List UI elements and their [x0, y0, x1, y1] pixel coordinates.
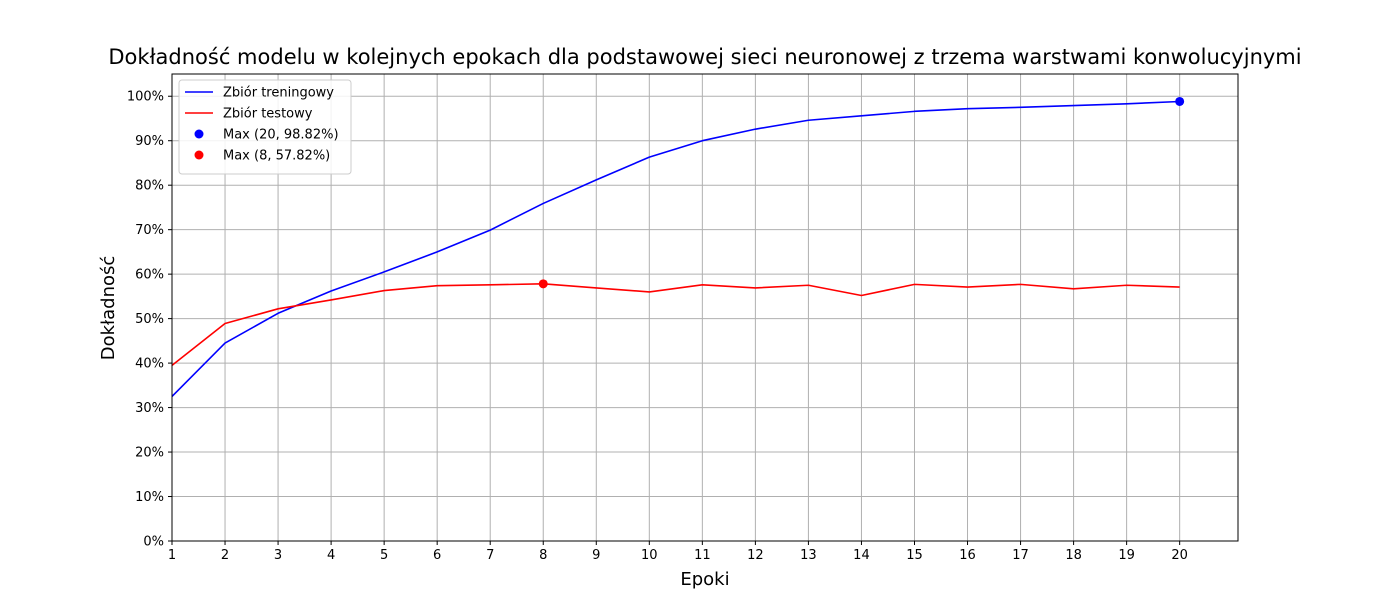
y-tick-label: 90% [135, 134, 164, 149]
x-tick-label: 18 [1065, 548, 1082, 563]
x-tick-label: 6 [433, 548, 441, 563]
series [171, 100, 1180, 398]
legend-swatch-dot [194, 150, 204, 160]
x-tick-label: 5 [380, 548, 388, 563]
x-tick-label: 10 [641, 548, 658, 563]
legend: Zbiór treningowy Zbiór testowy Max (20, 98… [178, 79, 352, 175]
y-tick-label: 30% [135, 401, 164, 416]
legend-label: Max (20, 98.82%) [223, 128, 339, 143]
y-tick-label: 20% [135, 446, 164, 461]
x-tick-label: 1 [168, 548, 176, 563]
x-tick-label: 12 [747, 548, 764, 563]
max-markers [538, 96, 1185, 289]
x-tick-label: 2 [221, 548, 229, 563]
y-tick-label: 60% [135, 268, 164, 283]
y-tick-label: 70% [135, 223, 164, 238]
legend-label: Zbiór testowy [223, 107, 313, 122]
x-tick-label: 11 [694, 548, 711, 563]
x-axis-ticks: 1 2 3 4 5 6 7 8 9 10 11 12 13 14 15 16 17 18 19 20 [168, 541, 1188, 563]
x-axis-title: Epoki [680, 569, 729, 590]
x-tick-label: 3 [274, 548, 282, 563]
y-axis-title: Dokładność [98, 256, 119, 361]
x-tick-label: 20 [1171, 548, 1188, 563]
x-tick-label: 19 [1118, 548, 1135, 563]
x-tick-label: 14 [853, 548, 870, 563]
x-tick-label: 15 [906, 548, 923, 563]
y-tick-label: 40% [135, 357, 164, 372]
max-marker-0 [1175, 96, 1185, 106]
y-tick-label: 0% [143, 535, 164, 550]
y-tick-label: 10% [135, 490, 164, 505]
x-tick-label: 16 [959, 548, 976, 563]
legend-label: Zbiór treningowy [223, 86, 334, 101]
chart-title: Dokładność modelu w kolejnych epokach dl… [108, 45, 1301, 69]
y-tick-label: 100% [127, 90, 164, 105]
x-tick-label: 17 [1012, 548, 1029, 563]
series-line-0 [171, 100, 1180, 398]
legend-label: Max (8, 57.82%) [223, 149, 330, 164]
max-marker-1 [538, 279, 548, 289]
y-axis-ticks: 0% 10% 20% 30% 40% 50% 60% 70% 80% 90% 100% [127, 90, 172, 550]
plot-frame [171, 73, 1239, 542]
x-tick-label: 9 [592, 548, 600, 563]
y-tick-label: 80% [135, 179, 164, 194]
legend-swatch-dot [194, 129, 204, 139]
x-tick-label: 4 [327, 548, 335, 563]
x-tick-label: 8 [539, 548, 547, 563]
x-tick-label: 7 [486, 548, 494, 563]
x-tick-label: 13 [800, 548, 817, 563]
series-line-1 [171, 283, 1180, 366]
legend-box [178, 79, 352, 175]
y-tick-label: 50% [135, 312, 164, 327]
